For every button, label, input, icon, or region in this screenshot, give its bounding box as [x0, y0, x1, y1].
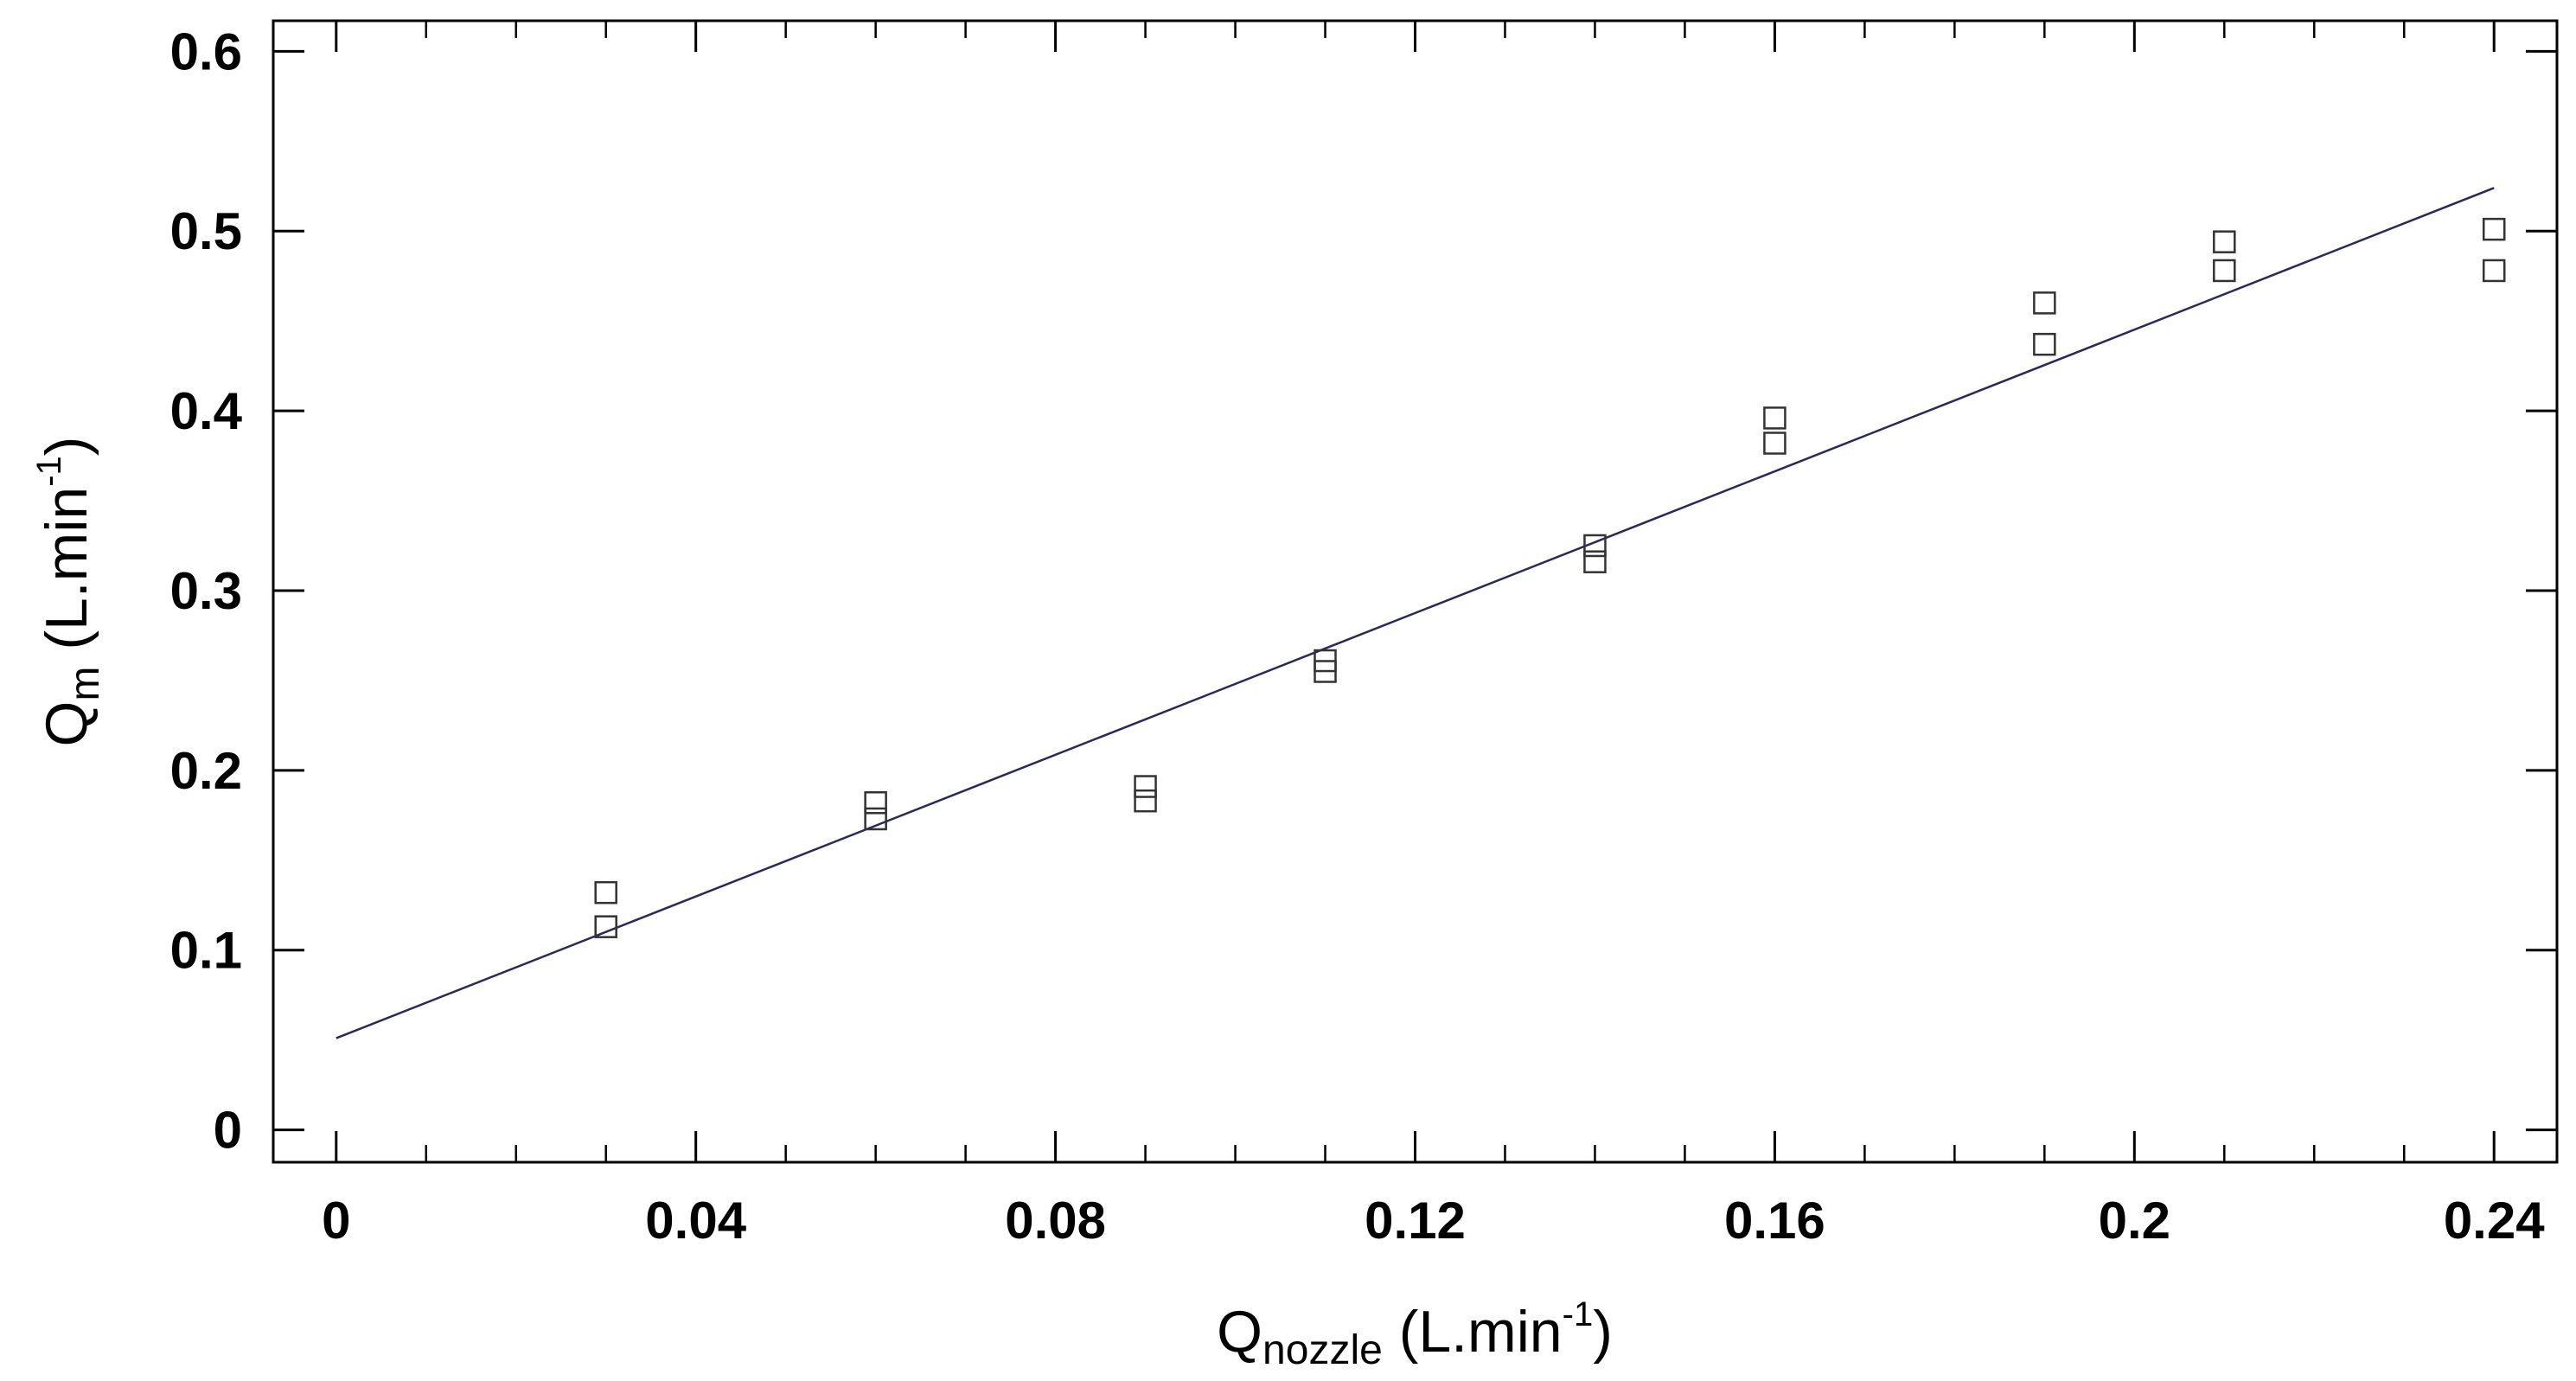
x-axis-label-subscript: nozzle: [1262, 1327, 1383, 1373]
y-axis-tick-labels: 0 0.1 0.2 0.3 0.4 0.5 0.6: [170, 22, 243, 1159]
data-point: [1583, 534, 1607, 558]
x-tick-label: 0: [322, 1192, 350, 1250]
y-axis-label-unit-close: ): [34, 437, 99, 457]
x-axis-tick-labels: 0 0.04 0.08 0.12 0.16 0.2 0.24: [322, 1192, 2545, 1250]
y-axis-label-exponent: -1: [30, 456, 68, 487]
plot-frame: [272, 19, 2559, 1164]
data-point: [864, 807, 887, 831]
x-axis-label-unit-close: ): [1593, 1299, 1613, 1365]
x-axis-ticks: [335, 21, 2496, 1162]
x-tick-label: 0.2: [2099, 1192, 2170, 1250]
y-tick-label: 0.2: [170, 742, 242, 800]
y-axis-label-subscript: m: [62, 667, 108, 701]
x-axis-label-base: Q: [1217, 1299, 1262, 1365]
y-axis-label-base: Q: [34, 701, 99, 747]
data-point: [1583, 550, 1607, 573]
data-point: [2213, 230, 2236, 253]
data-point: [594, 880, 617, 905]
data-point: [2482, 259, 2506, 283]
y-axis-ticks: [273, 49, 2557, 1132]
x-axis-label-exponent: -1: [1563, 1295, 1594, 1333]
regression-line: [336, 187, 2495, 1039]
data-point: [2482, 217, 2506, 241]
y-tick-label: 0: [214, 1102, 242, 1160]
data-point: [1134, 789, 1157, 813]
x-tick-label: 0.04: [645, 1192, 746, 1250]
x-tick-label: 0.16: [1724, 1192, 1825, 1250]
x-tick-label: 0.12: [1365, 1192, 1466, 1250]
y-tick-label: 0.3: [170, 562, 242, 620]
y-axis-label: Qm (L.min-1): [30, 437, 108, 747]
data-point: [1134, 775, 1157, 798]
y-axis-label-unit: (L.min: [34, 487, 99, 667]
data-point: [2033, 332, 2056, 356]
data-point: [1763, 406, 1787, 430]
x-tick-label: 0.24: [2444, 1192, 2545, 1250]
y-tick-label: 0.5: [170, 202, 242, 260]
data-point: [1314, 660, 1337, 683]
data-point: [594, 915, 617, 938]
data-point: [1763, 432, 1787, 455]
x-axis-label: Qnozzle (L.min-1): [1217, 1295, 1613, 1373]
y-tick-label: 0.1: [170, 922, 242, 980]
x-tick-label: 0.08: [1005, 1192, 1106, 1250]
x-axis-label-unit: (L.min: [1383, 1299, 1563, 1365]
data-point: [864, 791, 887, 815]
data-point: [2213, 259, 2236, 283]
data-point: [2033, 291, 2056, 315]
y-tick-label: 0.6: [170, 22, 242, 80]
y-tick-label: 0.4: [170, 382, 243, 440]
data-points: [594, 217, 2506, 938]
